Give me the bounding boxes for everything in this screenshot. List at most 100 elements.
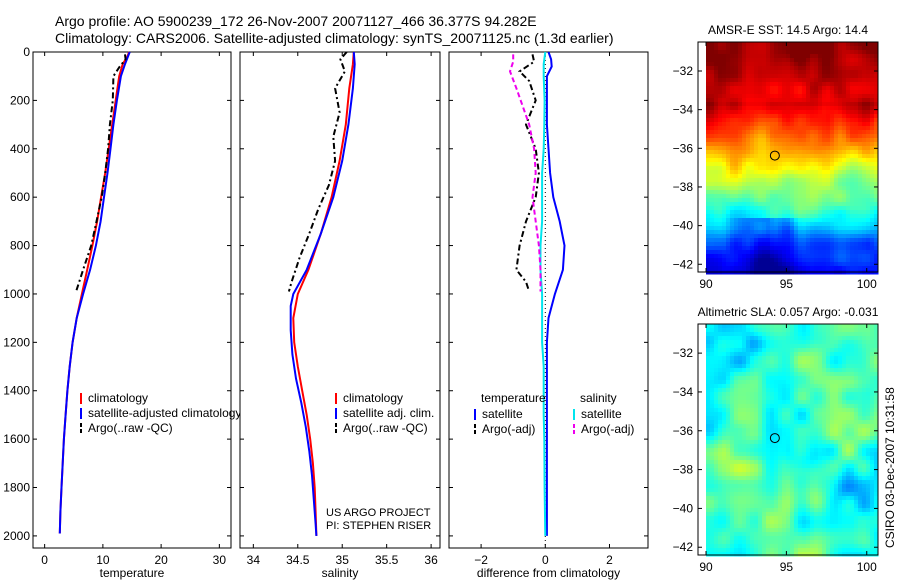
heatmap-cell — [762, 62, 767, 67]
heatmap-cell — [734, 94, 739, 99]
heatmap-cell — [742, 62, 747, 67]
heatmap-cell — [770, 126, 775, 131]
heatmap-cell — [874, 332, 879, 337]
heatmap-cell — [734, 242, 739, 247]
heatmap-cell — [810, 190, 815, 195]
heatmap-cell — [738, 198, 743, 203]
heatmap-cell — [766, 536, 771, 541]
heatmap-cell — [738, 340, 743, 345]
heatmap-cell — [798, 500, 803, 505]
heatmap-cell — [754, 472, 759, 477]
heatmap-cell — [710, 190, 715, 195]
heatmap-cell — [718, 352, 723, 357]
heatmap-cell — [850, 460, 855, 465]
heatmap-cell — [806, 170, 811, 175]
heatmap-cell — [866, 396, 871, 401]
heatmap-cell — [822, 480, 827, 485]
heatmap-cell — [802, 198, 807, 203]
heatmap-cell — [870, 376, 875, 381]
heatmap-cell — [774, 508, 779, 513]
heatmap-cell — [758, 508, 763, 513]
heatmap-cell — [786, 368, 791, 373]
heatmap-cell — [754, 480, 759, 485]
heatmap-cell — [774, 90, 779, 95]
heatmap-cell — [762, 114, 767, 119]
heatmap-cell — [802, 516, 807, 521]
heatmap-cell — [726, 348, 731, 353]
heatmap-cell — [730, 174, 735, 179]
heatmap-cell — [862, 364, 867, 369]
heatmap-cell — [766, 332, 771, 337]
heatmap-cell — [742, 130, 747, 135]
heatmap-cell — [862, 98, 867, 103]
heatmap-cell — [866, 206, 871, 211]
heatmap-cell — [726, 214, 731, 219]
heatmap-cell — [730, 50, 735, 55]
heatmap-cell — [762, 158, 767, 163]
heatmap-cell — [806, 324, 811, 329]
heatmap-cell — [826, 404, 831, 409]
heatmap-cell — [870, 492, 875, 497]
heatmap-cell — [770, 416, 775, 421]
heatmap-cell — [798, 146, 803, 151]
heatmap-cell — [782, 448, 787, 453]
heatmap-cell — [826, 416, 831, 421]
heatmap-cell — [818, 202, 823, 207]
heatmap-cell — [874, 408, 879, 413]
heatmap-cell — [742, 488, 747, 493]
heatmap-cell — [838, 332, 843, 337]
heatmap-cell — [794, 332, 799, 337]
heatmap-cell — [798, 412, 803, 417]
heatmap-cell — [846, 78, 851, 83]
heatmap-cell — [722, 452, 727, 457]
heatmap-cell — [794, 102, 799, 107]
heatmap-cell — [718, 182, 723, 187]
heatmap-cell — [842, 158, 847, 163]
heatmap-cell — [782, 74, 787, 79]
heatmap-cell — [714, 98, 719, 103]
heatmap-cell — [830, 262, 835, 267]
heatmap-cell — [814, 424, 819, 429]
heatmap-cell — [810, 134, 815, 139]
heatmap-cell — [766, 432, 771, 437]
heatmap-cell — [758, 492, 763, 497]
heatmap-cell — [846, 388, 851, 393]
heatmap-cell — [858, 492, 863, 497]
heatmap-cell — [790, 464, 795, 469]
heatmap-cell — [770, 468, 775, 473]
heatmap-cell — [858, 62, 863, 67]
heatmap-cell — [770, 520, 775, 525]
heatmap-cell — [778, 190, 783, 195]
heatmap-cell — [706, 94, 711, 99]
heatmap-cell — [826, 234, 831, 239]
xtick-label: 10 — [96, 553, 110, 567]
heatmap-cell — [850, 480, 855, 485]
heatmap-cell — [734, 78, 739, 83]
heatmap-cell — [706, 86, 711, 91]
heatmap-cell — [814, 202, 819, 207]
heatmap-cell — [790, 508, 795, 513]
heatmap-cell — [742, 428, 747, 433]
heatmap-cell — [790, 400, 795, 405]
heatmap-cell — [710, 114, 715, 119]
heatmap-cell — [822, 262, 827, 267]
heatmap-cell — [838, 408, 843, 413]
heatmap-cell — [754, 70, 759, 75]
heatmap-cell — [838, 352, 843, 357]
heatmap-cell — [786, 174, 791, 179]
heatmap-cell — [726, 408, 731, 413]
heatmap-cell — [790, 488, 795, 493]
heatmap-cell — [746, 138, 751, 143]
heatmap-cell — [850, 242, 855, 247]
heatmap-cell — [822, 138, 827, 143]
heatmap-cell — [734, 126, 739, 131]
heatmap-cell — [706, 448, 711, 453]
heatmap-cell — [718, 376, 723, 381]
heatmap-cell — [838, 146, 843, 151]
heatmap-cell — [730, 170, 735, 175]
heatmap-cell — [814, 436, 819, 441]
heatmap-cell — [710, 520, 715, 525]
heatmap-cell — [786, 218, 791, 223]
heatmap-cell — [846, 364, 851, 369]
heatmap-cell — [826, 210, 831, 215]
